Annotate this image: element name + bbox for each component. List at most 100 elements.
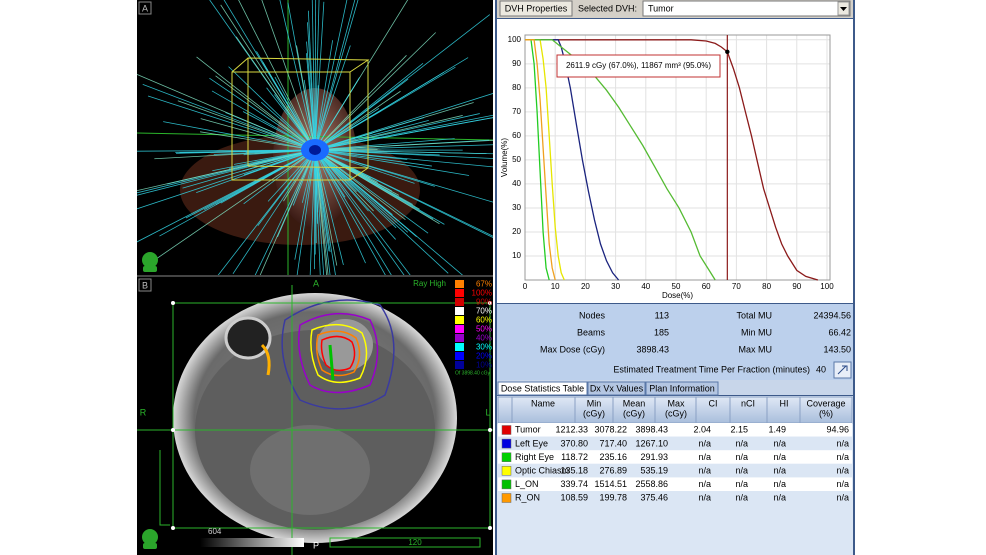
column-header: Name xyxy=(531,398,555,408)
cell-value: n/a xyxy=(698,452,711,462)
beam-ray xyxy=(314,117,493,151)
stat-value: 185 xyxy=(654,327,669,337)
beam-ray xyxy=(314,140,493,151)
cell-value: 339.74 xyxy=(560,479,588,489)
window-high: 120 xyxy=(408,538,422,547)
orientation-label: A xyxy=(313,278,319,288)
cursor-point xyxy=(725,49,730,55)
beam-ray xyxy=(137,149,316,210)
legend-swatch xyxy=(455,334,464,342)
tab[interactable] xyxy=(587,381,646,396)
isodose-legend: 67%100%90%70%60%50%40%30%20%10% xyxy=(455,280,492,370)
divider xyxy=(137,275,493,277)
beam-ray xyxy=(220,4,316,151)
head-icon xyxy=(142,529,158,549)
window-level-bar xyxy=(200,538,304,547)
stat-label: Max MU xyxy=(739,344,773,354)
y-tick-label: 50 xyxy=(512,155,521,164)
table-row[interactable] xyxy=(498,436,852,451)
dvh-selector[interactable] xyxy=(642,0,851,17)
beam-ray xyxy=(211,90,316,151)
cell-value: n/a xyxy=(836,479,849,489)
beam-ray xyxy=(137,149,316,196)
beam-ray xyxy=(314,32,436,151)
tab[interactable] xyxy=(645,381,719,396)
x-tick-label: 60 xyxy=(702,282,711,291)
tab-label: Dx Vx Values xyxy=(590,383,644,393)
cell-value: 2558.86 xyxy=(635,479,668,489)
tab[interactable] xyxy=(497,381,588,396)
table-row[interactable] xyxy=(498,423,852,437)
beam-ray xyxy=(314,93,493,151)
stats-area xyxy=(497,304,853,380)
cell-value: 375.46 xyxy=(640,493,668,503)
beam-ray xyxy=(200,131,316,151)
beam-ray xyxy=(314,149,435,187)
beam-ray xyxy=(314,149,470,176)
button-icon xyxy=(837,365,848,375)
beam-ray xyxy=(274,76,316,151)
legend-label: 40% xyxy=(476,334,492,343)
cell-value: n/a xyxy=(836,465,849,475)
legend-note: Of 3898.40 cGy xyxy=(455,370,491,376)
beam-ray xyxy=(314,149,366,264)
plan-stats: Nodes 113 Total MU 24394.56 Beams 185 Min MU 66… xyxy=(540,310,851,354)
row-swatch xyxy=(501,466,512,476)
beam-ray xyxy=(314,149,429,234)
cell-value: n/a xyxy=(773,493,786,503)
stat-label: Nodes xyxy=(579,310,606,320)
column-header: Min xyxy=(587,398,602,408)
beam-ray xyxy=(296,45,316,151)
beam-ray xyxy=(314,149,328,275)
y-tick-label: 80 xyxy=(512,83,521,92)
stat-label: Total MU xyxy=(736,310,772,320)
cell-value: 3078.22 xyxy=(594,425,627,435)
legend-swatch xyxy=(455,280,464,288)
dose-table: Name Min(cGy)Mean(cGy)Max(cGy)CI nCI HI Cove… xyxy=(497,396,853,505)
beam-ray xyxy=(309,149,316,275)
dvh-curve xyxy=(525,39,565,281)
x-tick-label: 10 xyxy=(551,282,560,291)
stat-label: Min MU xyxy=(741,327,772,337)
beam-ray xyxy=(314,114,493,151)
table-row[interactable] xyxy=(498,450,852,464)
cell-value: n/a xyxy=(773,465,786,475)
column-header: HI xyxy=(780,398,789,408)
table-row[interactable] xyxy=(498,491,852,505)
column-header: (%) xyxy=(819,408,833,418)
dvh-curve xyxy=(525,39,550,281)
legend-label: 50% xyxy=(476,325,492,334)
cell-value: 2.04 xyxy=(693,425,711,435)
table-row[interactable] xyxy=(498,463,852,478)
beam-ray xyxy=(182,149,316,189)
row-name: Right Eye xyxy=(515,452,554,462)
beam-ray xyxy=(314,149,409,233)
legend-swatch xyxy=(455,298,464,306)
beam-ray xyxy=(314,0,348,151)
beam-ray xyxy=(196,56,316,151)
legend-label: 20% xyxy=(476,352,492,361)
column-header: (cGy) xyxy=(583,408,605,418)
beam-ray xyxy=(314,78,409,151)
stat-label: Beams xyxy=(577,327,606,337)
table-row[interactable] xyxy=(498,477,852,491)
stat-value: 113 xyxy=(655,310,669,320)
beam-ray xyxy=(314,149,405,275)
beam-ray xyxy=(177,100,316,151)
x-tick-label: 40 xyxy=(641,282,650,291)
orientation-label: R xyxy=(140,407,147,417)
y-tick-label: 70 xyxy=(512,107,521,116)
row-swatch xyxy=(501,438,512,449)
row-swatch xyxy=(501,479,512,490)
beam-ray xyxy=(209,77,316,151)
slice-slider[interactable] xyxy=(329,537,481,548)
cell-value: n/a xyxy=(735,479,748,489)
cell-value: 1514.51 xyxy=(594,479,627,489)
beam-ray xyxy=(213,149,316,155)
cell-value: 717.40 xyxy=(599,438,627,448)
properties-button[interactable] xyxy=(499,0,573,17)
row-name: L_ON xyxy=(515,479,539,489)
beam-ray xyxy=(200,118,316,151)
time-label: Estimated Treatment Time Per Fraction (m… xyxy=(613,364,810,374)
cell-value: 291.93 xyxy=(640,452,668,462)
